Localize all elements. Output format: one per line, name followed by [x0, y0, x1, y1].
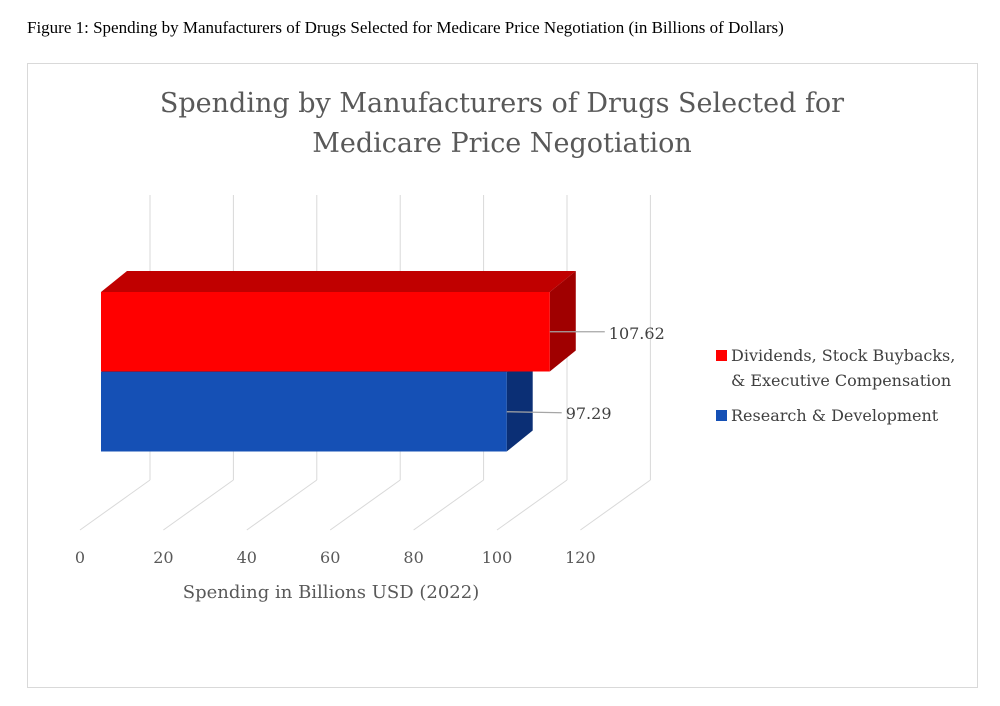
x-tick-label: 100	[482, 548, 513, 567]
bar-top-face	[101, 271, 576, 292]
bar-side-face	[549, 271, 576, 372]
x-axis-title: Spending in Billions USD (2022)	[183, 582, 479, 603]
gridline-floor	[413, 479, 484, 531]
x-tick-label: 20	[153, 548, 173, 567]
legend-label: & Executive Compensation	[731, 371, 951, 390]
data-label-leader	[506, 411, 562, 414]
x-tick-label: 80	[403, 548, 423, 567]
data-label: 97.29	[566, 404, 612, 423]
x-tick-label: 0	[75, 548, 85, 567]
legend-label: Dividends, Stock Buybacks,	[731, 346, 955, 365]
bar-side-face	[506, 351, 533, 452]
chart-title-line-2: Medicare Price Negotiation	[312, 128, 691, 159]
legend-swatch	[716, 350, 727, 361]
x-axis-ticks: 0 20 40 60 80 100 120	[75, 548, 596, 567]
data-label: 107.62	[609, 324, 665, 343]
x-tick-label: 120	[565, 548, 596, 567]
bars	[101, 271, 576, 452]
chart-title-line-1: Spending by Manufacturers of Drugs Selec…	[160, 88, 844, 119]
x-tick-label: 40	[237, 548, 257, 567]
gridline-floor	[79, 479, 151, 531]
gridline-floor	[329, 479, 401, 531]
gridline-floor	[496, 479, 568, 531]
legend: Dividends, Stock Buybacks, & Executive Co…	[716, 346, 955, 425]
gridline-floor	[246, 479, 318, 531]
legend-swatch	[716, 410, 727, 421]
bar-front-face	[101, 292, 550, 372]
legend-label: Research & Development	[731, 406, 939, 425]
data-labels: 97.29 107.62	[506, 324, 665, 423]
gridline-floor	[163, 479, 234, 531]
x-tick-label: 60	[320, 548, 340, 567]
figure-caption: Figure 1: Spending by Manufacturers of D…	[27, 18, 784, 37]
bar-front-face	[101, 372, 507, 452]
gridline-floor	[580, 479, 651, 531]
